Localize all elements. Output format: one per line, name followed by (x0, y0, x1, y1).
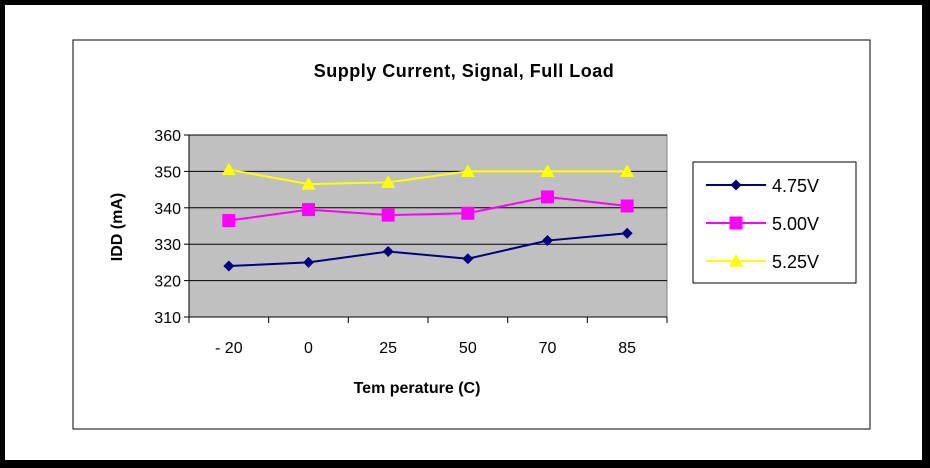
series-line (228, 232, 628, 268)
x-tick-label: 85 (618, 340, 636, 357)
data-point (621, 227, 633, 239)
data-point (221, 162, 236, 176)
y-tick-label: 340 (154, 201, 181, 218)
legend-label: 5.25V (772, 252, 819, 272)
data-point (620, 199, 634, 213)
data-point (301, 177, 316, 190)
y-tick-label: 350 (154, 164, 181, 181)
data-point (541, 190, 554, 204)
series-lines (221, 162, 635, 272)
series-line (228, 195, 628, 222)
data-point (620, 164, 635, 177)
data-point (222, 214, 236, 228)
x-tick-label: 25 (379, 340, 397, 357)
legend-label: 4.75V (772, 176, 819, 196)
legend-marker (729, 216, 743, 230)
y-tick-label: 310 (154, 310, 181, 327)
data-point (382, 245, 394, 257)
data-point (460, 164, 475, 177)
x-tick-label: 50 (459, 340, 477, 357)
data-point (542, 235, 553, 247)
data-point (461, 206, 475, 220)
y-tick-label: 360 (154, 128, 181, 145)
legend-marker (729, 254, 743, 267)
legend-marker (730, 179, 742, 191)
y-axis-title: IDD (mA) (109, 193, 126, 261)
legend-label: 5.00V (772, 214, 819, 234)
x-tick-label: - 20 (215, 340, 243, 357)
plot-area (188, 134, 668, 318)
series-line (228, 168, 628, 186)
data-point (303, 256, 314, 268)
x-tick-label: 0 (304, 340, 313, 357)
legend-entries: 4.75V 5.00V 5.25V (706, 176, 819, 272)
x-axis-title: Tem perature (C) (354, 380, 481, 397)
chart-title: Supply Current, Signal, Full Load (314, 61, 615, 81)
data-point (302, 203, 315, 217)
x-tick-label: 70 (539, 340, 557, 357)
data-point (381, 175, 396, 188)
data-point (462, 253, 474, 265)
data-point (540, 164, 555, 177)
y-tick-label: 330 (154, 237, 181, 254)
data-point (223, 260, 235, 272)
data-point (381, 208, 395, 222)
axes: 310 320 330 340 350 360 - 20 0 25 50 70 85 (154, 128, 668, 357)
y-tick-label: 320 (154, 274, 181, 291)
